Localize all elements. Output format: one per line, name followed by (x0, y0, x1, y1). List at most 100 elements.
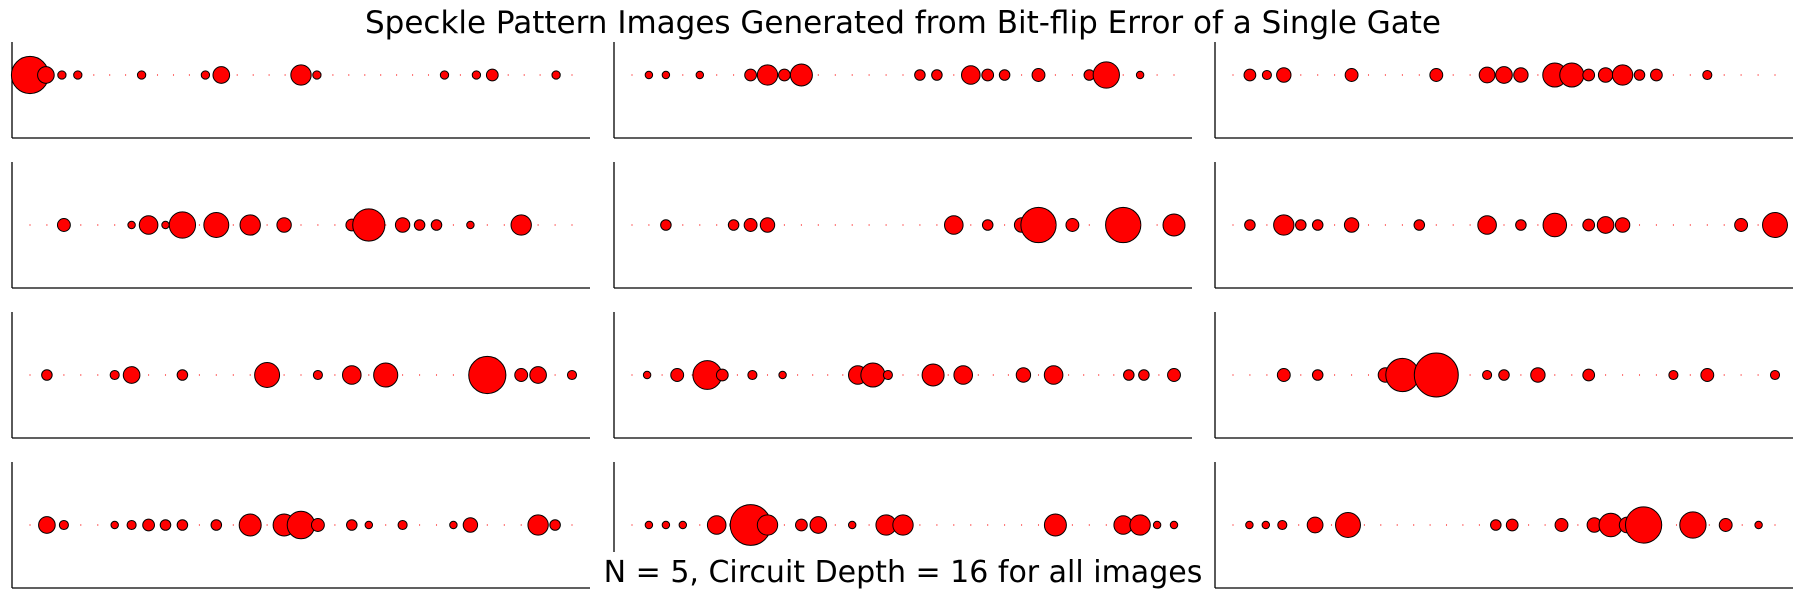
speckle-point (892, 514, 914, 536)
speckle-point (1577, 524, 1579, 526)
speckle-point (486, 224, 488, 226)
speckle-point (682, 224, 684, 226)
speckle-point (385, 224, 387, 226)
speckle-point (1478, 66, 1496, 84)
speckle-point (1261, 520, 1271, 530)
speckle-point (412, 74, 414, 76)
speckle-point (232, 374, 234, 376)
speckle-point (1757, 374, 1759, 376)
speckle-point (1413, 352, 1459, 398)
speckle-point (1554, 518, 1569, 532)
speckle-point (1741, 524, 1743, 526)
speckle-point (1622, 374, 1624, 376)
speckle-point (1300, 374, 1302, 376)
speckle-point (1162, 213, 1186, 237)
speckle-point (1462, 524, 1464, 526)
speckle-point (1232, 224, 1234, 226)
speckle-point (783, 224, 786, 226)
speckle-point (631, 524, 633, 526)
caption: N = 5, Circuit Depth = 16 for all images (604, 555, 1203, 590)
speckle-point (1757, 74, 1759, 76)
speckle-point (1754, 520, 1763, 530)
speckle-point (1530, 367, 1546, 383)
speckle-point (743, 218, 758, 232)
speckle-point (809, 516, 828, 534)
speckle-point (397, 519, 408, 531)
speckle-point (661, 374, 663, 376)
speckle-point (136, 70, 147, 80)
speckle-point (1135, 70, 1145, 80)
speckle-point (812, 374, 814, 376)
speckle-point (396, 74, 398, 76)
speckle-point (348, 74, 350, 76)
speckle-point (1158, 374, 1160, 376)
speckle-point (571, 524, 573, 526)
speckle-point (1490, 519, 1502, 531)
speckle-point (1542, 212, 1568, 238)
speckle-point (868, 224, 870, 226)
speckle-point (571, 224, 573, 226)
speckle-point (1344, 68, 1359, 82)
speckle-point (1083, 374, 1085, 376)
speckle-point (817, 224, 819, 226)
speckle-point (648, 224, 650, 226)
speckle-point (1249, 374, 1251, 376)
speckle-point (931, 69, 943, 81)
speckle-point (644, 520, 654, 530)
speckle-point (1469, 224, 1471, 226)
speckle-point (1367, 374, 1370, 376)
speckle-point (300, 224, 302, 226)
speckle-point (402, 374, 404, 376)
speckle-point (1092, 61, 1120, 89)
speckle-point (419, 374, 421, 376)
speckle-point (1105, 206, 1142, 244)
speckle-point (1554, 374, 1556, 376)
speckle-point (1071, 524, 1073, 526)
speckle-point (452, 374, 454, 376)
speckle-point (1276, 67, 1292, 83)
speckle-point (919, 224, 921, 226)
speckle-point (1037, 374, 1040, 376)
speckle-point (1113, 374, 1115, 376)
speckle-point (885, 224, 887, 226)
speckle-point (172, 74, 175, 76)
speckle-point (936, 524, 938, 526)
speckle-point (1317, 74, 1319, 76)
speckle-point (459, 74, 461, 76)
speckle-point (981, 219, 994, 231)
speckle-point (733, 74, 735, 76)
speckle-point (902, 74, 904, 76)
speckle-point (122, 366, 141, 384)
caption-background (612, 552, 1194, 592)
speckle-point (1363, 524, 1365, 526)
speckle-point (539, 74, 541, 76)
speckle-point (215, 374, 217, 376)
speckle-point (266, 524, 268, 526)
speckle-point (1706, 224, 1708, 226)
speckle-point (944, 215, 964, 235)
speckle-point (715, 368, 729, 382)
speckle-point (1582, 218, 1596, 232)
speckle-point (1004, 524, 1006, 526)
speckle-point (800, 224, 803, 226)
speckle-point (882, 369, 893, 381)
speckle-point (1571, 224, 1573, 226)
speckle-point (236, 74, 238, 76)
speckle-point (736, 374, 739, 376)
speckle-point (239, 214, 261, 236)
speckle-point (1503, 224, 1505, 226)
speckle-point (661, 520, 671, 530)
speckle-point (1021, 524, 1023, 526)
speckle-point (716, 224, 718, 226)
speckle-point (551, 70, 561, 80)
speckle-point (300, 374, 302, 376)
speckle-point (1396, 524, 1398, 526)
speckle-point (138, 215, 159, 235)
speckle-point (1429, 524, 1431, 526)
speckle-point (268, 74, 270, 76)
speckle-point (778, 68, 791, 82)
speckle-point (1515, 219, 1527, 231)
speckle-point (842, 374, 844, 376)
speckle-point (566, 369, 578, 381)
speckle-point (507, 74, 509, 76)
